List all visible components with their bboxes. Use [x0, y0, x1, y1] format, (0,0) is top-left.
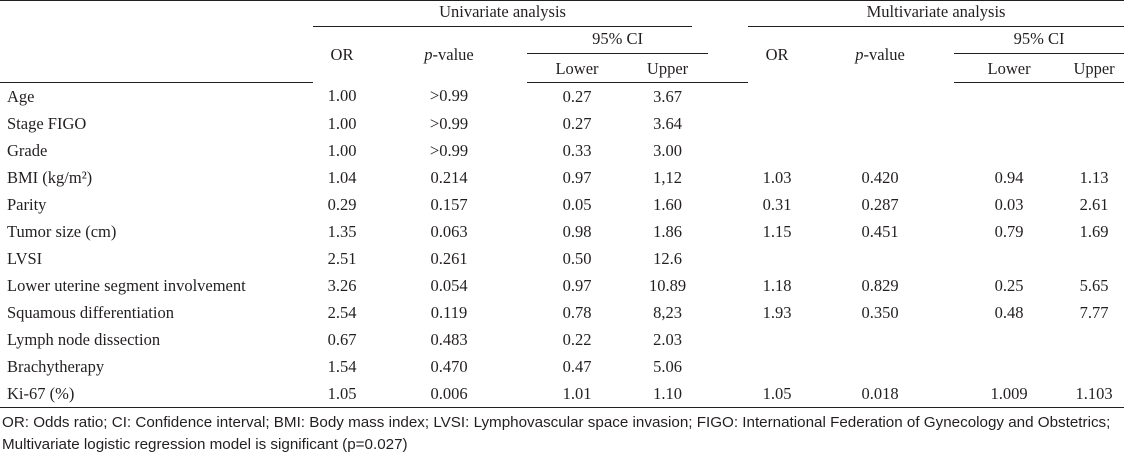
table-row: Stage FIGO 1.00 >0.99 0.27 3.64 [7, 113, 682, 133]
table-row: Age 1.00 >0.99 0.27 3.67 [7, 86, 682, 106]
univariate-header: Univariate analysis [313, 0, 709, 28]
table-row: Squamous differentiation 2.54 0.119 0.78 8,2… [7, 302, 1109, 322]
univariate-ci-header: 95% CI [527, 28, 709, 55]
multivariate-p-header: p-value [855, 45, 905, 65]
header-row-ci: Lower Upper Lower Upper [0, 55, 1125, 83]
table-row: BMI (kg/m²) 1.04 0.214 0.97 1,12 1.03 0.420 0.9… [7, 167, 1109, 187]
results-table: Univariate analysis Multivariate analysi… [0, 0, 1125, 408]
univariate-or-header: OR [330, 45, 354, 65]
table-row: Tumor size (cm) 1.35 0.063 0.98 1.86 1.15 0.45… [7, 221, 1109, 241]
multivariate-upper-header: Upper [1064, 55, 1125, 83]
table-row: LVSI 2.51 0.261 0.50 12.6 [7, 248, 682, 268]
table-row: Parity 0.29 0.157 0.05 1.60 0.31 0.287 0.03 2.61 [7, 194, 1109, 214]
table-row: Lower uterine segment involvement 3.26 0.0… [7, 275, 1109, 295]
univariate-upper-header: Upper [627, 55, 709, 83]
multivariate-lower-header: Lower [954, 55, 1065, 83]
table-footnote: OR: Odds ratio; CI: Confidence interval;… [2, 414, 1111, 453]
univariate-p-header: p-value [424, 45, 474, 65]
multivariate-ci-header: 95% CI [954, 28, 1125, 55]
table-body: Age 1.00 >0.99 0.27 3.67 Stage FIGO 1.00 >0.99… [0, 83, 1125, 408]
table-row: Grade 1.00 >0.99 0.33 3.00 [7, 140, 682, 160]
header-row-groups: Univariate analysis Multivariate analysi… [0, 0, 1125, 28]
univariate-lower-header: Lower [527, 55, 627, 83]
table-row: Ki-67 (%) 1.05 0.006 1.01 1.10 1.05 0.018 1.009… [0, 380, 1125, 408]
table-row: Lymph node dissection 0.67 0.483 0.22 2.03 [7, 329, 682, 349]
multivariate-or-header: OR [765, 45, 789, 65]
table-row: Brachytherapy 1.54 0.470 0.47 5.06 [7, 356, 682, 376]
header-row-labels: OR p-value 95% CI OR p-value 95% CI [0, 28, 1125, 64]
multivariate-header: Multivariate analysis [748, 0, 1125, 28]
